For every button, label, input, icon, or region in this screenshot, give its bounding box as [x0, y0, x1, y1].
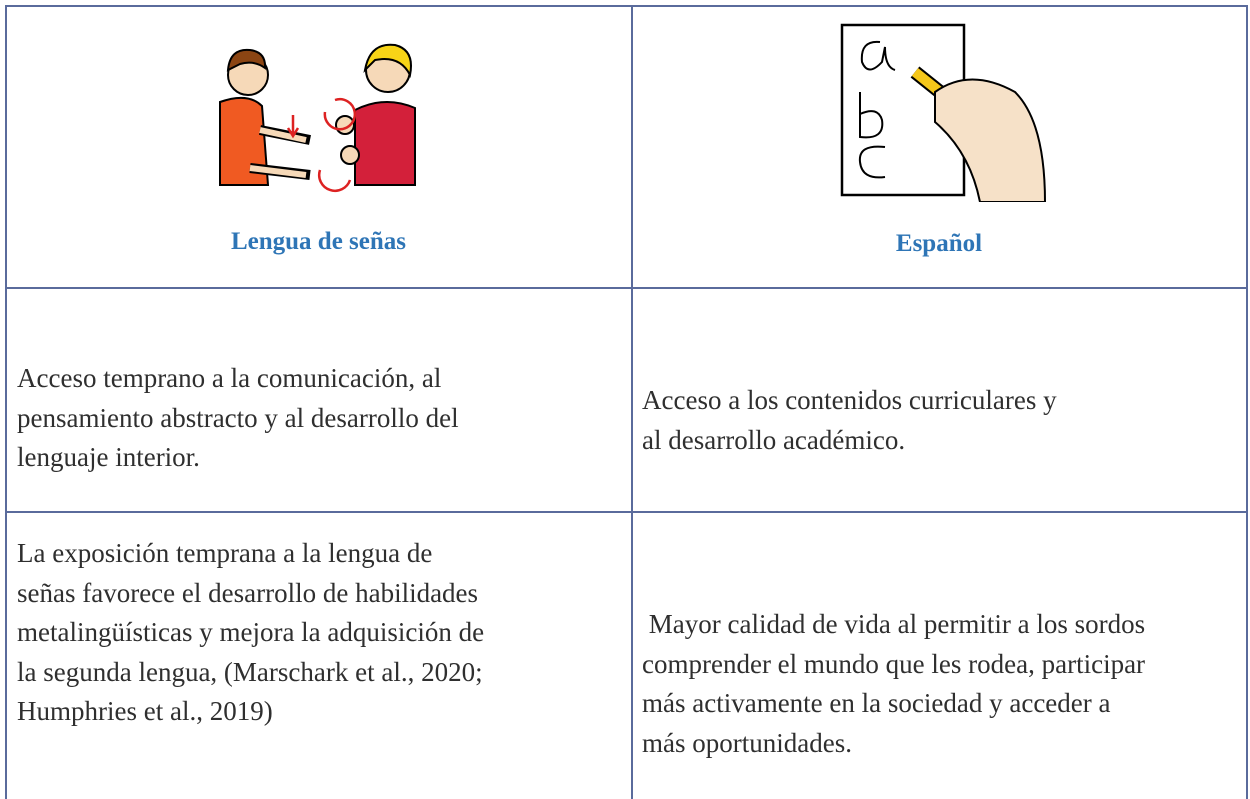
text-line: Humphries et al., 2019): [17, 696, 273, 726]
text-line: Acceso temprano a la comunicación, al: [17, 363, 442, 393]
text-line: pensamiento abstracto y al desarrollo de…: [17, 402, 459, 433]
body-cell: La exposición temprana a la lengua de señ…: [17, 534, 484, 732]
text-line: al desarrollo académico.: [642, 424, 906, 455]
header-cell: Español: [895, 230, 983, 257]
text-line: más activamente en la sociedad y acceder…: [642, 688, 1111, 718]
body-cell: Acceso a los contenidos curriculares y al…: [642, 381, 1057, 460]
text-line: lenguaje interior.: [17, 442, 200, 472]
text-line: Mayor calidad de vida al permitir a los …: [642, 609, 1146, 639]
text-line: La exposición temprana a la lengua de: [17, 538, 433, 568]
table-border: [5, 511, 1248, 513]
text-line: comprender el mundo que les rodea, parti…: [642, 648, 1146, 679]
table-border: [631, 5, 633, 799]
table-border: [5, 5, 1248, 7]
text-line: más oportunidades.: [642, 727, 852, 758]
table-border: [5, 287, 1248, 289]
body-cell: Acceso temprano a la comunicación, al pen…: [17, 359, 459, 478]
sign-language-pictogram: [219, 43, 416, 193]
text-line: señas favorece el desarrollo de habilida…: [17, 577, 479, 608]
table-border: [5, 5, 7, 799]
table-border: [1246, 5, 1248, 799]
text-line: metalingüísticas y mejora la adquisición…: [17, 617, 485, 647]
body-cell: Mayor calidad de vida al permitir a los …: [642, 605, 1145, 763]
text-line: Acceso a los contenidos curriculares y: [642, 385, 1057, 415]
writing-pictogram: [840, 23, 1047, 202]
text-line: la segunda lengua, (Marschark et al., 20…: [17, 656, 483, 687]
header-cell: Lengua de señas: [230, 228, 407, 255]
